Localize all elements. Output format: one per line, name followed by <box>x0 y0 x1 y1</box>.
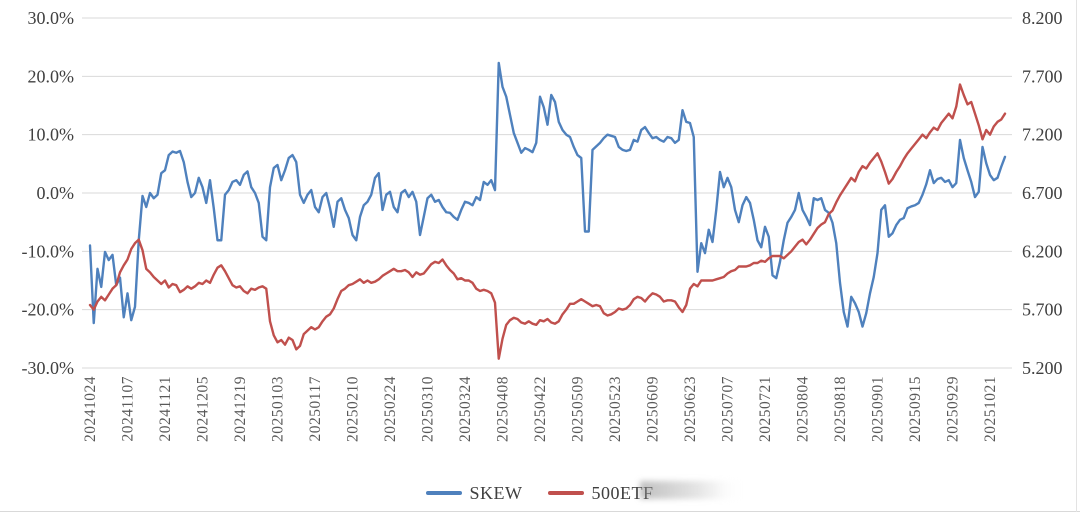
skew-legend-label: SKEW <box>469 482 523 503</box>
y-axis-label-right: 5.700 <box>1022 300 1063 320</box>
x-axis-label: 20250804 <box>795 376 812 442</box>
x-axis-label: 20241205 <box>195 376 212 442</box>
y-axis-label-right: 6.700 <box>1022 183 1063 203</box>
x-axis-label: 20241219 <box>232 376 249 442</box>
x-axis-label: 20250818 <box>832 376 849 442</box>
x-axis-label: 20251021 <box>982 376 999 442</box>
x-axis-label: 20250609 <box>645 376 662 442</box>
x-axis-label: 20250623 <box>682 376 699 442</box>
chart-legend: SKEW 500ETF <box>0 480 1080 505</box>
skew-legend-line-swatch <box>426 491 463 495</box>
y-axis-label-right: 7.700 <box>1022 66 1063 86</box>
redaction-smudge <box>639 480 740 499</box>
x-axis-label: 20250523 <box>607 376 624 442</box>
x-axis-label: 20250915 <box>907 376 924 442</box>
x-axis-label: 20250408 <box>495 376 512 442</box>
x-axis-label: 20250103 <box>270 376 287 442</box>
y-axis-label-right: 5.200 <box>1022 358 1063 378</box>
legend-item-etf: 500ETF <box>548 480 740 504</box>
x-axis-label: 20250509 <box>570 376 587 442</box>
y-axis-label-left: 0.0% <box>37 183 75 203</box>
x-axis-label: 20250224 <box>382 376 399 442</box>
x-axis-label: 20250929 <box>945 376 962 442</box>
x-axis-label: 20241121 <box>157 376 174 441</box>
etf-legend-line-swatch <box>548 491 585 495</box>
x-axis-label: 20250117 <box>307 376 324 441</box>
y-axis-label-left: 10.0% <box>28 125 75 145</box>
skew-series-line <box>88 61 1007 328</box>
x-axis-label: 20250422 <box>532 376 549 442</box>
right-edge-line <box>1076 0 1077 512</box>
y-axis-label-left: -10.0% <box>22 241 75 261</box>
bottom-divider <box>0 511 1080 512</box>
x-axis-label: 20250707 <box>720 376 737 442</box>
y-axis-label-left: 20.0% <box>28 66 75 86</box>
y-axis-label-right: 8.200 <box>1022 8 1063 28</box>
x-axis-label: 20250324 <box>457 376 474 442</box>
x-axis-label: 20241107 <box>120 376 137 441</box>
x-axis-label: 20250210 <box>345 376 362 442</box>
etf-legend-label: 500ETF <box>591 482 654 503</box>
x-axis-label: 20250721 <box>757 376 774 442</box>
y-axis-label-right: 6.200 <box>1022 241 1063 261</box>
x-axis-label: 20250901 <box>870 376 887 442</box>
y-axis-label-left: 30.0% <box>28 8 75 28</box>
x-axis-label: 20250310 <box>420 376 437 442</box>
x-axis-label: 20241024 <box>82 376 99 442</box>
legend-item-skew: SKEW <box>426 483 522 504</box>
y-axis-label-right: 7.200 <box>1022 125 1063 145</box>
y-axis-label-left: -30.0% <box>22 358 75 378</box>
etf-series-line <box>88 83 1007 360</box>
y-axis-label-left: -20.0% <box>22 300 75 320</box>
